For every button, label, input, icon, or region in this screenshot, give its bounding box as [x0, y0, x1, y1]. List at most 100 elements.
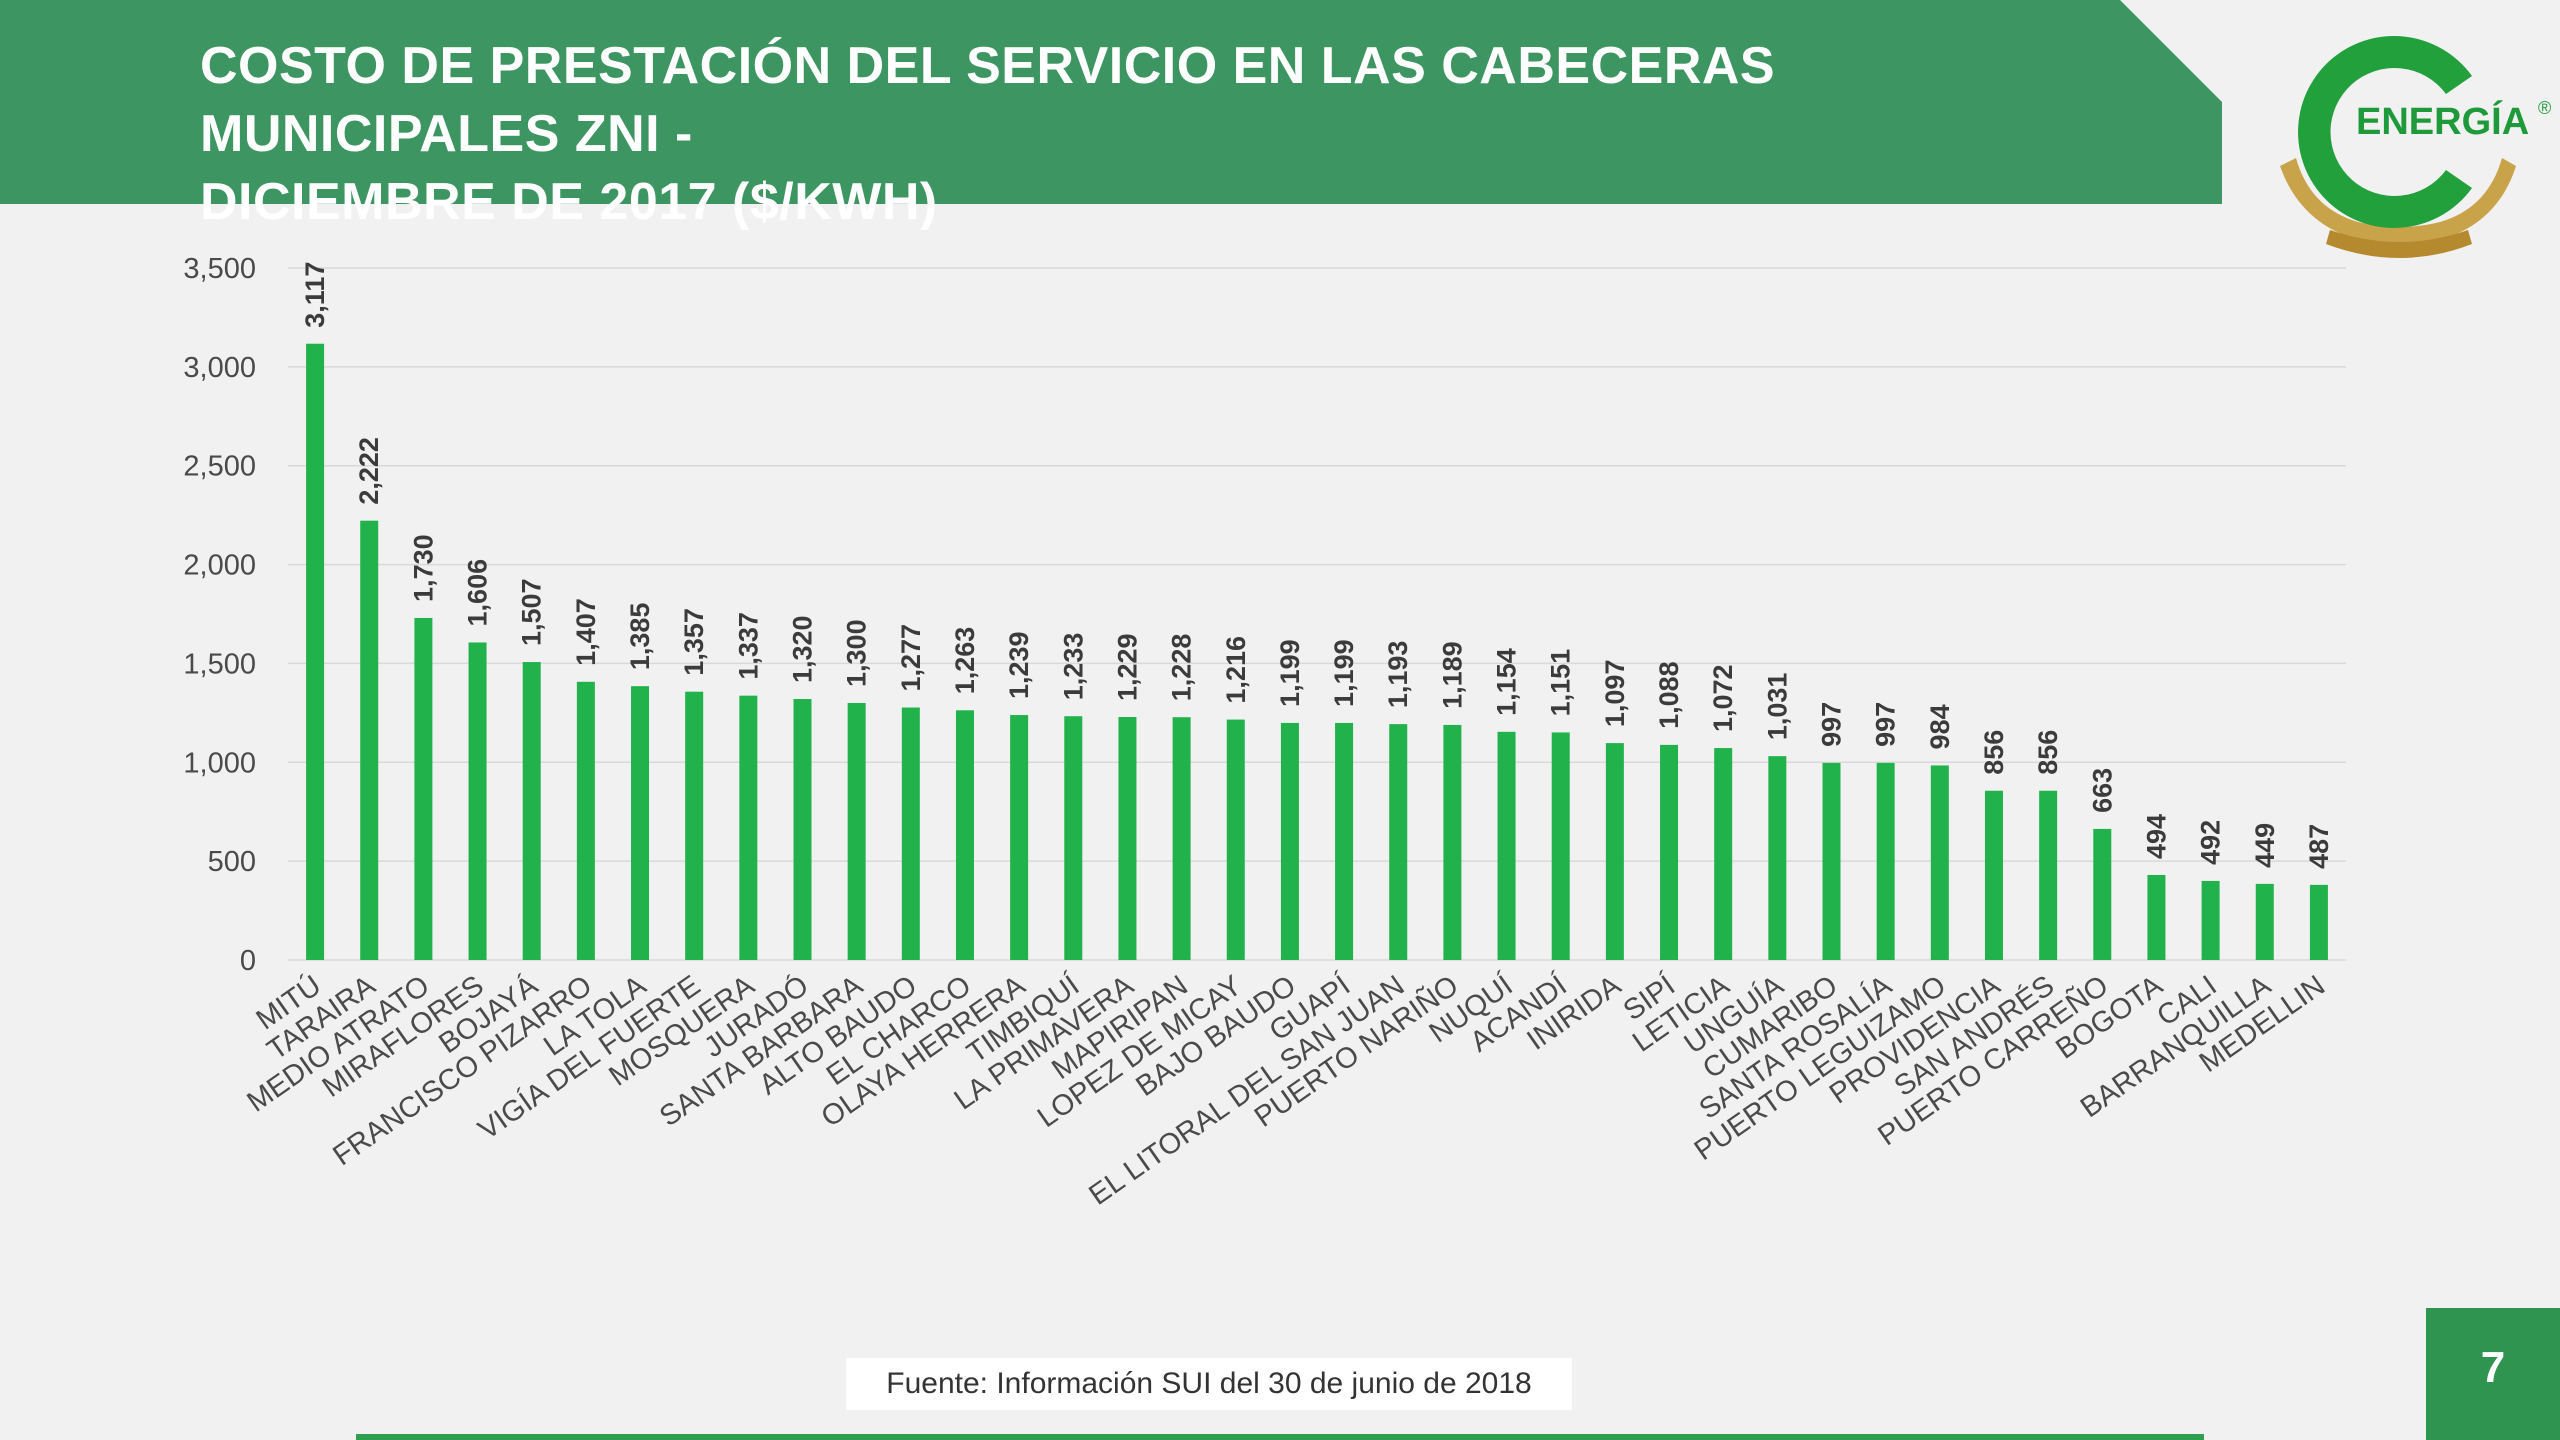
bar — [2039, 790, 2058, 960]
page-number-badge — [2426, 1308, 2560, 1440]
bar — [1389, 724, 1408, 960]
logo-wordmark: ENERGÍA — [2356, 99, 2529, 143]
bar — [2255, 883, 2274, 960]
bar — [1064, 716, 1083, 960]
label-layer: 3,117 2,222 1,730 1,606 1,507 1,407 1,385 1,357… — [300, 262, 2334, 869]
data-label: 856 — [2033, 730, 2063, 775]
bar — [1984, 790, 2003, 960]
bar — [1605, 743, 1624, 960]
bar — [2201, 880, 2220, 960]
bar — [522, 662, 541, 960]
data-label: 1,193 — [1383, 641, 1413, 709]
data-label: 1,320 — [788, 615, 818, 683]
data-label: 1,151 — [1546, 649, 1576, 717]
data-label: 1,263 — [950, 627, 980, 695]
y-tick-label: 1,000 — [183, 747, 256, 779]
logo-registered-mark: ® — [2538, 98, 2551, 118]
bar — [576, 681, 595, 960]
data-label: 3,117 — [300, 262, 330, 328]
header-band — [0, 0, 2222, 204]
bar — [2309, 884, 2328, 960]
logo-ring — [2298, 36, 2472, 228]
data-label: 1,385 — [625, 603, 655, 671]
y-tick-label: 1,500 — [183, 648, 256, 680]
bar — [1714, 748, 1733, 960]
bar — [1118, 717, 1137, 960]
bar — [306, 343, 325, 960]
y-tick-label: 0 — [240, 945, 256, 977]
bar — [685, 691, 704, 960]
bar — [360, 520, 379, 960]
data-label: 1,031 — [1762, 673, 1792, 741]
logo-ribbon — [2280, 158, 2516, 245]
bar — [1010, 715, 1029, 960]
bar — [1876, 762, 1895, 960]
energia-logo-icon: ENERGÍA ® — [2280, 36, 2551, 258]
bar — [1335, 722, 1354, 960]
data-label: 1,097 — [1600, 660, 1630, 728]
bar — [2093, 828, 2112, 960]
grid-layer — [288, 267, 2346, 961]
y-tick-label: 3,000 — [183, 352, 256, 384]
bar — [1280, 722, 1299, 960]
data-label: 1,189 — [1437, 641, 1467, 709]
data-label: 1,507 — [517, 578, 547, 646]
bar — [1768, 756, 1787, 960]
bar — [414, 617, 433, 960]
slide-title-line-1: COSTO DE PRESTACIÓN DEL SERVICIO EN LAS … — [200, 37, 1776, 163]
y-tick-label: 500 — [208, 846, 256, 878]
data-label: 1,277 — [896, 624, 926, 692]
data-label: 1,239 — [1004, 631, 1034, 699]
source-note: Fuente: Información SUI del 30 de junio … — [846, 1358, 1572, 1410]
data-label: 1,300 — [842, 619, 872, 687]
data-label: 1,228 — [1167, 634, 1197, 702]
bar — [2147, 874, 2166, 960]
bar — [468, 642, 487, 960]
bar — [1551, 732, 1570, 960]
bar — [631, 686, 650, 960]
bar — [1822, 762, 1841, 960]
data-label: 1,357 — [679, 608, 709, 676]
y-tick-label: 3,500 — [183, 253, 256, 285]
data-label: 449 — [2250, 823, 2280, 868]
data-label: 856 — [1979, 730, 2009, 775]
data-label: 1,199 — [1275, 639, 1305, 707]
data-label: 1,233 — [1058, 633, 1088, 701]
data-label: 1,088 — [1654, 661, 1684, 729]
bar — [1443, 724, 1462, 960]
bar — [1660, 744, 1679, 960]
data-label: 494 — [2141, 814, 2171, 859]
slide-title: COSTO DE PRESTACIÓN DEL SERVICIO EN LAS … — [200, 32, 2100, 236]
data-label: 487 — [2304, 824, 2334, 869]
data-label: 1,199 — [1329, 639, 1359, 707]
page-number: 7 — [2480, 1343, 2506, 1392]
data-label: 997 — [1871, 702, 1901, 747]
slide-title-line-2: DICIEMBRE DE 2017 ($/KWH) — [200, 173, 938, 231]
data-label: 1,407 — [571, 598, 601, 666]
data-label: 492 — [2196, 820, 2226, 865]
header-band-shape — [0, 0, 2222, 204]
bar-layer — [306, 343, 2328, 960]
bar — [739, 695, 758, 960]
bar — [1226, 719, 1245, 960]
logo-ribbon-band — [2326, 230, 2472, 258]
bar — [847, 702, 866, 960]
data-label: 1,216 — [1221, 636, 1251, 704]
data-label: 1,730 — [408, 534, 438, 602]
data-label: 663 — [2087, 768, 2117, 813]
bar — [1172, 717, 1191, 960]
data-label: 997 — [1817, 702, 1847, 747]
y-tick-label: 2,500 — [183, 451, 256, 483]
data-label: 1,229 — [1112, 633, 1142, 701]
data-label: 1,072 — [1708, 664, 1738, 732]
bar — [901, 707, 920, 960]
bar — [793, 699, 812, 960]
axis-layer: 05001,0001,5002,0002,5003,0003,500MITÚTA… — [183, 253, 2331, 1212]
bar — [1930, 765, 1949, 960]
data-label: 1,154 — [1492, 648, 1522, 716]
data-label: 2,222 — [354, 437, 384, 505]
data-label: 1,606 — [463, 559, 493, 627]
bar — [1497, 731, 1516, 960]
